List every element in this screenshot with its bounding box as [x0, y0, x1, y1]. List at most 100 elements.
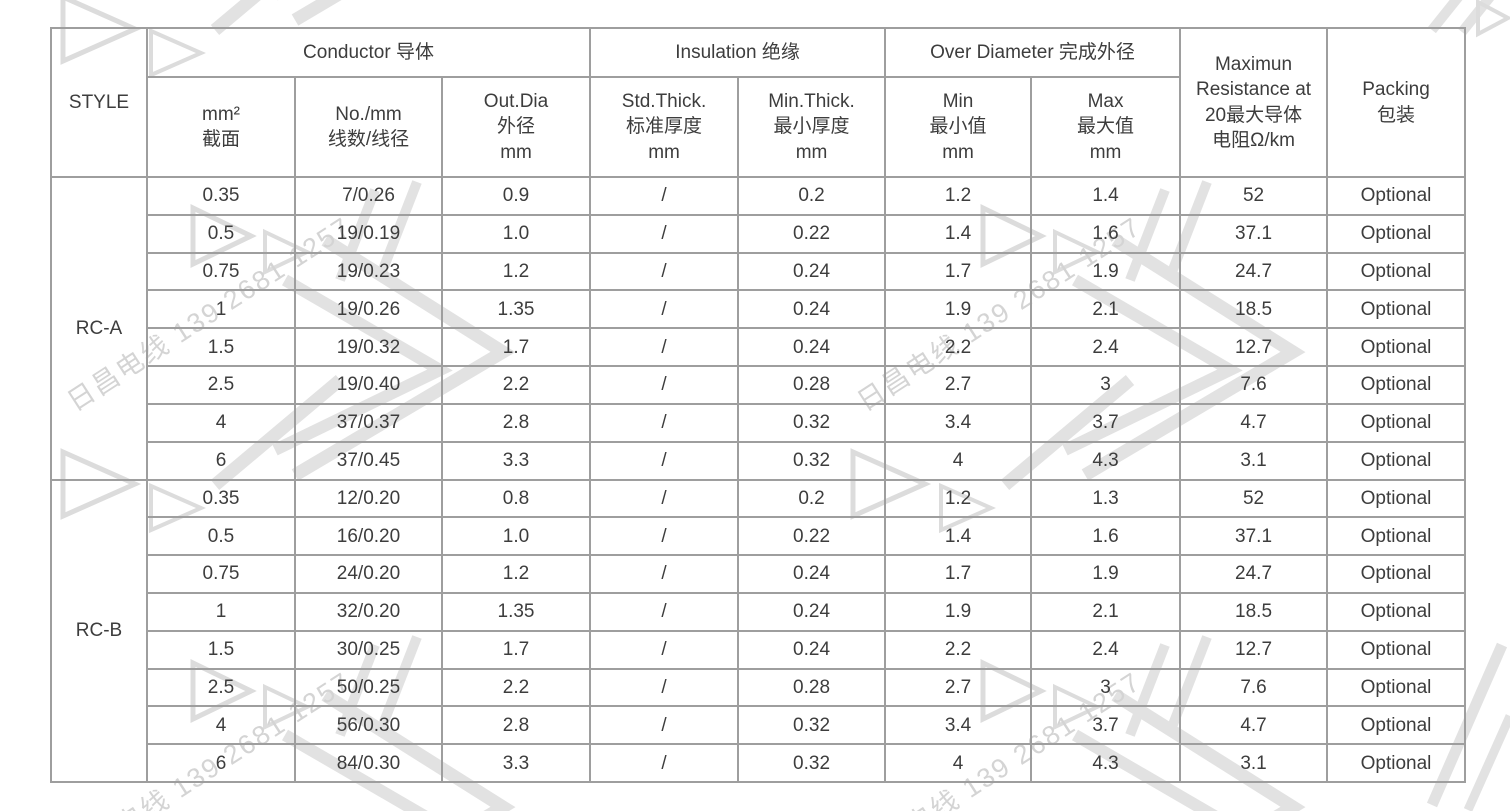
cell-no_mm: 32/0.20: [294, 591, 443, 632]
cell-resistance: 3.1: [1179, 743, 1329, 783]
header-no-mm: No./mm 线数/线径: [294, 76, 443, 178]
cell-packing: Optional: [1326, 705, 1467, 746]
cell-resistance: 52: [1179, 478, 1329, 519]
cell-no_mm: 37/0.37: [294, 402, 443, 443]
cell-packing: Optional: [1326, 402, 1467, 443]
cell-min_thick: 0.22: [737, 516, 887, 557]
style-label: RC-B: [50, 478, 148, 783]
header-out-dia: Out.Dia 外径 mm: [440, 76, 592, 178]
cell-no_mm: 30/0.25: [294, 629, 443, 670]
cell-resistance: 12.7: [1179, 327, 1329, 368]
cell-max: 3: [1030, 365, 1182, 405]
cell-resistance: 7.6: [1179, 667, 1329, 708]
cell-out_dia: 1.0: [440, 516, 592, 557]
cell-out_dia: 2.8: [440, 705, 592, 746]
cell-min_thick: 0.32: [737, 743, 887, 783]
cell-std_thick: /: [589, 629, 740, 670]
cell-no_mm: 84/0.30: [294, 743, 443, 783]
cell-resistance: 12.7: [1179, 629, 1329, 670]
cell-packing: Optional: [1326, 591, 1467, 632]
header-max: Max 最大值 mm: [1030, 76, 1182, 178]
table-row: 4 56/0.30 2.8/0.32 3.4 3.7 4.7 Optional: [51, 705, 1467, 746]
cell-packing: Optional: [1326, 440, 1467, 481]
cell-no_mm: 19/0.19: [294, 213, 443, 254]
cell-mm2: 0.75: [146, 251, 296, 292]
cell-mm2: 0.5: [146, 516, 296, 557]
cell-max: 4.3: [1030, 743, 1182, 783]
cell-std_thick: /: [589, 213, 740, 254]
table-row: 0.5 16/0.20 1.0/0.22 1.4 1.6 37.1 Optional: [51, 516, 1467, 557]
cell-min_thick: 0.2: [737, 176, 887, 216]
cell-min_thick: 0.24: [737, 591, 887, 632]
cell-no_mm: 12/0.20: [294, 478, 443, 519]
cell-mm2: 4: [146, 402, 296, 443]
cell-packing: Optional: [1326, 213, 1467, 254]
cell-packing: Optional: [1326, 251, 1467, 292]
cell-mm2: 4: [146, 705, 296, 746]
cell-min: 1.9: [884, 591, 1033, 632]
cell-min: 1.4: [884, 516, 1033, 557]
cell-packing: Optional: [1326, 176, 1467, 216]
table-row: 0.75 19/0.23 1.2/0.24 1.7 1.9 24.7 Optional: [51, 251, 1467, 292]
cell-min_thick: 0.32: [737, 705, 887, 746]
cell-resistance: 24.7: [1179, 554, 1329, 594]
header-std-thick: Std.Thick. 标准厚度 mm: [589, 76, 740, 178]
cell-min_thick: 0.32: [737, 402, 887, 443]
cell-no_mm: 50/0.25: [294, 667, 443, 708]
cell-mm2: 2.5: [146, 365, 296, 405]
cell-mm2: 1.5: [146, 327, 296, 368]
cell-max: 3: [1030, 667, 1182, 708]
cell-max: 1.4: [1030, 176, 1182, 216]
cell-min: 1.9: [884, 289, 1033, 330]
header-row-sub: mm² 截面 No./mm 线数/线径 Out.Dia 外径 mm Std.Th…: [51, 76, 1465, 178]
cell-std_thick: /: [589, 591, 740, 632]
cell-mm2: 6: [146, 440, 296, 481]
cell-max: 4.3: [1030, 440, 1182, 481]
cell-max: 3.7: [1030, 402, 1182, 443]
table-row: 1 32/0.20 1.35/0.24 1.9 2.1 18.5 Optional: [51, 591, 1467, 632]
cell-max: 1.9: [1030, 554, 1182, 594]
cell-packing: Optional: [1326, 478, 1467, 519]
header-packing: Packing 包装: [1326, 27, 1467, 178]
cell-std_thick: /: [589, 705, 740, 746]
header-row-groups: STYLE Conductor 导体 Insulation 绝缘 Over Di…: [50, 27, 1467, 178]
header-insulation: Insulation 绝缘: [589, 27, 887, 78]
cell-mm2: 6: [146, 743, 296, 783]
cell-std_thick: /: [589, 327, 740, 368]
header-over-diameter: Over Diameter 完成外径: [884, 27, 1182, 78]
cell-no_mm: 19/0.23: [294, 251, 443, 292]
cell-resistance: 52: [1179, 176, 1329, 216]
cell-resistance: 24.7: [1179, 251, 1329, 292]
cell-resistance: 4.7: [1179, 705, 1329, 746]
cell-mm2: 2.5: [146, 667, 296, 708]
cell-packing: Optional: [1326, 516, 1467, 557]
cell-max: 1.6: [1030, 516, 1182, 557]
cell-resistance: 18.5: [1179, 289, 1329, 330]
cell-no_mm: 19/0.32: [294, 327, 443, 368]
cell-min_thick: 0.24: [737, 289, 887, 330]
cell-std_thick: /: [589, 176, 740, 216]
table-row: 6 37/0.45 3.3/0.32 4 4.3 3.1 Optional: [51, 440, 1467, 481]
cell-min: 3.4: [884, 402, 1033, 443]
cell-out_dia: 1.7: [440, 629, 592, 670]
cell-min: 4: [884, 743, 1033, 783]
cell-std_thick: /: [589, 251, 740, 292]
cell-packing: Optional: [1326, 554, 1467, 594]
cell-max: 3.7: [1030, 705, 1182, 746]
cell-no_mm: 19/0.40: [294, 365, 443, 405]
cell-min_thick: 0.24: [737, 554, 887, 594]
cell-out_dia: 2.2: [440, 365, 592, 405]
cell-min_thick: 0.28: [737, 667, 887, 708]
table-row: 6 84/0.30 3.3/0.32 4 4.3 3.1 Optional: [51, 743, 1467, 783]
cell-min_thick: 0.28: [737, 365, 887, 405]
cell-resistance: 3.1: [1179, 440, 1329, 481]
cell-max: 2.1: [1030, 289, 1182, 330]
table-row: 0.75 24/0.20 1.2/0.24 1.7 1.9 24.7 Optional: [51, 554, 1467, 594]
cell-resistance: 18.5: [1179, 591, 1329, 632]
cell-out_dia: 0.8: [440, 478, 592, 519]
cell-mm2: 1: [146, 289, 296, 330]
table-row: 2.5 19/0.40 2.2/0.28 2.7 3 7.6 Optional: [51, 365, 1467, 405]
table-row: 1 19/0.26 1.35/0.24 1.9 2.1 18.5 Optional: [51, 289, 1467, 330]
header-min: Min 最小值 mm: [884, 76, 1033, 178]
